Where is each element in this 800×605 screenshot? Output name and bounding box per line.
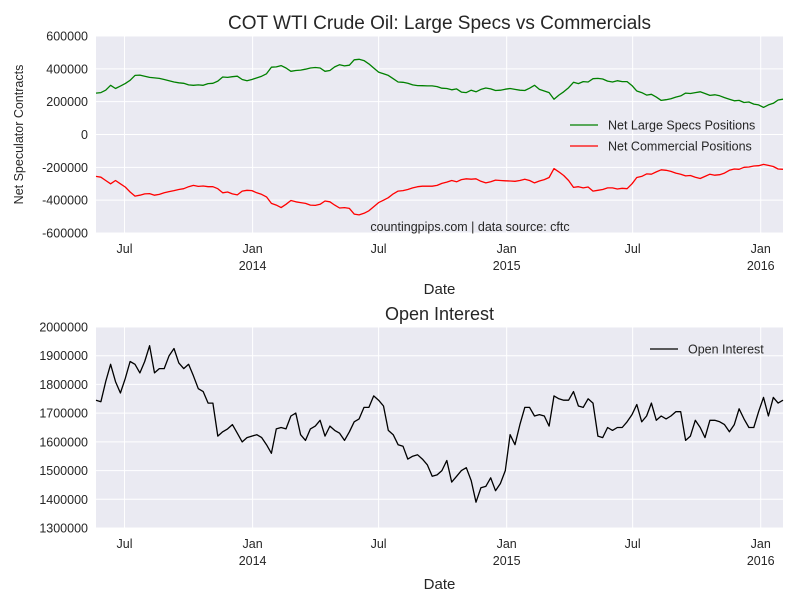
legend-label: Net Commercial Positions (608, 140, 752, 154)
x-tick-sublabel: 2015 (493, 554, 521, 568)
y-axis-label: Net Speculator Contracts (12, 65, 26, 205)
x-tick-sublabel: 2016 (747, 554, 775, 568)
legend: Net Large Specs Positions Net Commercial … (570, 119, 755, 154)
chart-title: COT WTI Crude Oil: Large Specs vs Commer… (228, 13, 651, 34)
y-tick-label: -400000 (42, 194, 88, 208)
x-axis-label: Date (424, 576, 456, 593)
x-tick-label: Jan (497, 242, 517, 256)
chart-panel-1: -600000 -400000 -200000 0 200000 400000 600000… (12, 13, 784, 298)
y-tick-label: -600000 (42, 227, 88, 241)
legend: Open Interest (650, 343, 764, 357)
y-tick-label: 1500000 (39, 464, 88, 478)
x-tick-label: Jul (371, 242, 387, 256)
x-tick-label: Jul (625, 242, 641, 256)
chart-panel-2: 1300000 1400000 1500000 1600000 1700000 18000… (39, 304, 784, 593)
y-tick-label: 600000 (46, 30, 88, 44)
x-tick-label: Jul (117, 537, 133, 551)
source-annotation: countingpips.com | data source: cftc (370, 220, 569, 234)
x-tick-label: Jan (497, 537, 517, 551)
x-tick-label: Jul (117, 242, 133, 256)
y-tick-label: 1700000 (39, 407, 88, 421)
x-tick-sublabel: 2015 (493, 259, 521, 273)
x-tick-label: Jan (243, 242, 263, 256)
series-line-1 (95, 345, 784, 503)
y-tick-label: 2000000 (39, 321, 88, 335)
plot-area (96, 327, 783, 528)
x-axis-label: Date (424, 281, 456, 298)
y-tick-label: -200000 (42, 161, 88, 175)
chart-title: Open Interest (385, 304, 494, 324)
series-line-2 (95, 163, 784, 216)
legend-label: Net Large Specs Positions (608, 119, 755, 133)
legend-label: Open Interest (688, 343, 764, 357)
y-tick-label: 400000 (46, 62, 88, 76)
x-tick-label: Jan (751, 537, 771, 551)
y-tick-label: 0 (81, 128, 88, 142)
x-tick-label: Jul (625, 537, 641, 551)
x-tick-label: Jan (243, 537, 263, 551)
y-tick-label: 1600000 (39, 435, 88, 449)
y-tick-label: 1400000 (39, 493, 88, 507)
y-tick-label: 1300000 (39, 522, 88, 536)
x-tick-label: Jul (371, 537, 387, 551)
y-tick-label: 200000 (46, 95, 88, 109)
series-line-1 (95, 58, 784, 109)
y-tick-label: 1900000 (39, 349, 88, 363)
x-tick-sublabel: 2016 (747, 259, 775, 273)
x-tick-sublabel: 2014 (239, 554, 267, 568)
x-tick-label: Jan (751, 242, 771, 256)
x-tick-sublabel: 2014 (239, 259, 267, 273)
y-tick-label: 1800000 (39, 378, 88, 392)
